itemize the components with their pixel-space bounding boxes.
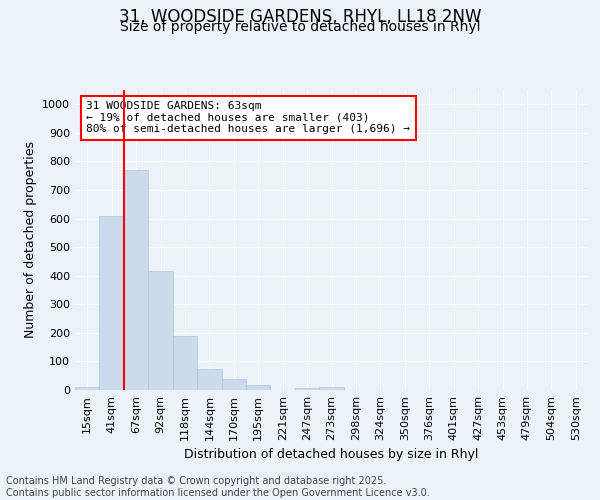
Bar	[75, 387, 100, 390]
Bar	[246, 385, 271, 390]
Bar	[173, 336, 197, 390]
Bar	[295, 388, 319, 390]
Bar	[221, 379, 246, 390]
Bar	[124, 170, 148, 390]
Text: 31 WOODSIDE GARDENS: 63sqm
← 19% of detached houses are smaller (403)
80% of sem: 31 WOODSIDE GARDENS: 63sqm ← 19% of deta…	[86, 101, 410, 134]
Text: 31, WOODSIDE GARDENS, RHYL, LL18 2NW: 31, WOODSIDE GARDENS, RHYL, LL18 2NW	[119, 8, 481, 26]
Text: Size of property relative to detached houses in Rhyl: Size of property relative to detached ho…	[120, 20, 480, 34]
Bar	[197, 368, 221, 390]
Bar	[319, 386, 344, 390]
Y-axis label: Number of detached properties: Number of detached properties	[23, 142, 37, 338]
Bar	[100, 216, 124, 390]
Text: Contains HM Land Registry data © Crown copyright and database right 2025.
Contai: Contains HM Land Registry data © Crown c…	[6, 476, 430, 498]
Bar	[148, 272, 173, 390]
X-axis label: Distribution of detached houses by size in Rhyl: Distribution of detached houses by size …	[184, 448, 479, 462]
